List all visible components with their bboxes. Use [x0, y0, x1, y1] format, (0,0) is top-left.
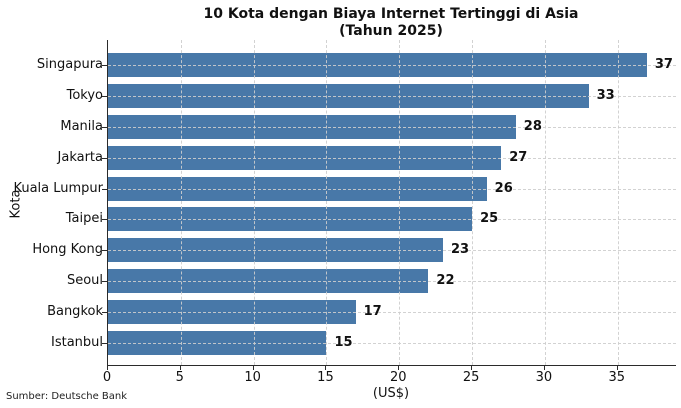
y-tick-mark: [102, 219, 107, 221]
horizontal-gridline: [108, 343, 676, 344]
bar-value-label: 37: [654, 57, 673, 72]
horizontal-gridline: [108, 126, 676, 128]
horizontal-gridline: [108, 219, 676, 221]
y-tick-mark: [102, 250, 107, 252]
y-tick-mark: [102, 281, 107, 283]
bar-value-label: 27: [509, 149, 528, 165]
x-tick-mark: [543, 366, 545, 370]
category-label-singapura: Singapura: [36, 57, 103, 72]
horizontal-gridline: [108, 95, 676, 97]
horizontal-gridline: [108, 281, 676, 283]
horizontal-gridline: [108, 250, 676, 252]
x-tick-mark: [616, 366, 618, 370]
category-label-kuala-lumpur: Kuala Lumpur: [13, 180, 103, 196]
category-label-tokyo: Tokyo: [66, 87, 103, 103]
x-tick-label: 30: [535, 370, 553, 385]
y-tick-mark: [102, 343, 107, 344]
category-label-jakarta: Jakarta: [57, 149, 103, 165]
x-tick-label: 20: [390, 370, 407, 385]
horizontal-gridline: [108, 312, 676, 314]
vertical-gridline: [180, 40, 182, 365]
y-tick-mark: [102, 157, 107, 159]
source-note: Sumber: Deutsche Bank: [6, 391, 128, 402]
bar-value-label: 33: [596, 87, 615, 103]
x-tick-label: 15: [317, 370, 334, 385]
x-tick-label: 10: [244, 370, 261, 385]
x-tick-mark: [398, 366, 400, 370]
chart-title: 10 Kota dengan Biaya Internet Tertinggi …: [107, 6, 675, 40]
x-tick-label: 35: [608, 370, 626, 385]
category-label-taipei: Taipei: [65, 211, 103, 227]
y-tick-mark: [102, 65, 107, 66]
x-tick-label: 0: [102, 370, 112, 385]
horizontal-gridline: [108, 65, 676, 66]
chart-title-line1: 10 Kota dengan Biaya Internet Tertinggi …: [203, 6, 579, 22]
x-tick-mark: [179, 366, 181, 370]
category-label-seoul: Seoul: [66, 273, 103, 289]
vertical-gridline: [617, 40, 619, 365]
category-label-manila: Manila: [60, 118, 103, 134]
chart-title-line2: (Tahun 2025): [339, 23, 443, 39]
vertical-gridline: [472, 40, 474, 365]
vertical-gridline: [326, 40, 328, 365]
bar-value-label: 22: [436, 273, 455, 289]
category-label-istanbul: Istanbul: [50, 335, 103, 350]
y-tick-mark: [102, 126, 107, 128]
x-tick-mark: [471, 366, 473, 370]
horizontal-gridline: [108, 188, 676, 190]
bar-value-label: 15: [334, 335, 353, 350]
x-axis-label: (US$): [372, 386, 410, 401]
vertical-gridline: [253, 40, 255, 365]
y-tick-mark: [102, 188, 107, 190]
bar-value-label: 25: [480, 211, 499, 227]
y-tick-mark: [102, 312, 107, 314]
x-tick-mark: [325, 366, 327, 370]
category-label-bangkok: Bangkok: [47, 304, 103, 320]
x-tick-mark: [107, 366, 108, 370]
x-tick-label: 5: [175, 370, 184, 385]
vertical-gridline: [544, 40, 546, 365]
bar-value-label: 26: [494, 180, 513, 196]
bar-value-label: 17: [363, 304, 382, 320]
plot-area: 37 33 28 27 26 25 23 22 17 15: [107, 40, 676, 366]
bar-value-label: 28: [523, 118, 542, 134]
vertical-gridline: [399, 40, 401, 365]
y-tick-mark: [102, 95, 107, 97]
x-tick-label: 25: [462, 370, 480, 385]
x-tick-mark: [252, 366, 254, 370]
horizontal-gridline: [108, 157, 676, 159]
category-label-hong-kong: Hong Kong: [32, 242, 103, 258]
bar-value-label: 23: [450, 242, 470, 258]
